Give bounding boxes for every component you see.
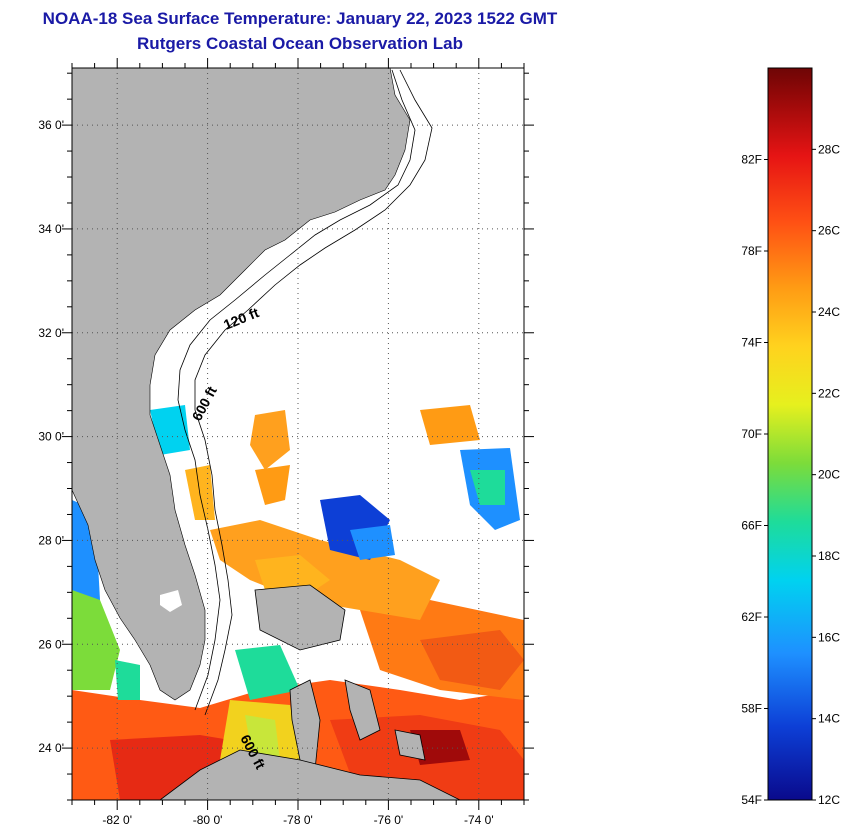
island-long [394,729,426,761]
colorbar-c-label: 20C [818,468,840,482]
contour-600ft [194,69,433,716]
cuba-coast [159,749,461,800]
lat-tick-label: 34 0' [38,222,64,236]
colorbar [767,67,813,801]
colorbar-labels: 82F 78F 74F 70F 66F 62F 58F 54F 28C 26C 24C 22C 20C 1… [741,142,840,807]
colorbar-f-label: 66F [741,519,762,533]
lat-tick-label: 32 0' [38,326,64,340]
colorbar-c-label: 28C [818,142,840,156]
lon-tick-label: -80 0' [193,813,223,827]
lake-icon [160,590,182,612]
lon-tick-label: -78 0' [283,813,313,827]
map-frame [71,67,525,801]
colorbar-c-label: 18C [818,549,840,563]
axis-ticks: 36 0' 34 0' 32 0' 30 0' 28 0' 26 0' 24 0' -82 0… [38,58,534,827]
colorbar-c-label: 14C [818,712,840,726]
colorbar-f-label: 62F [741,610,762,624]
lat-tick-label: 26 0' [38,637,64,651]
colorbar-f-label: 70F [741,427,762,441]
colorbar-c-label: 24C [818,305,840,319]
lat-tick-label: 36 0' [38,118,64,132]
lat-tick-label: 28 0' [38,533,64,547]
colorbar-f-label: 78F [741,244,762,258]
map-subtitle: Rutgers Coastal Ocean Observation Lab [137,34,463,53]
colorbar-c-label: 22C [818,386,840,400]
bahamas-bank [254,584,346,651]
colorbar-c-label: 12C [818,793,840,807]
colorbar-c-label: 26C [818,224,840,238]
island-exuma [344,679,381,741]
lon-tick-label: -74 0' [464,813,494,827]
colorbar-f-label: 82F [741,153,762,167]
colorbar-c-label: 16C [818,630,840,644]
graticule [72,68,524,800]
colorbar-f-label: 74F [741,336,762,350]
lon-tick-label: -82 0' [102,813,132,827]
lat-tick-label: 24 0' [38,741,64,755]
colorbar-f-label: 58F [741,702,762,716]
colorbar-f-label: 54F [741,793,762,807]
lon-tick-label: -76 0' [374,813,404,827]
map-title: NOAA-18 Sea Surface Temperature: January… [42,9,558,28]
lat-tick-label: 30 0' [38,430,64,444]
contour-120ft [177,69,416,711]
